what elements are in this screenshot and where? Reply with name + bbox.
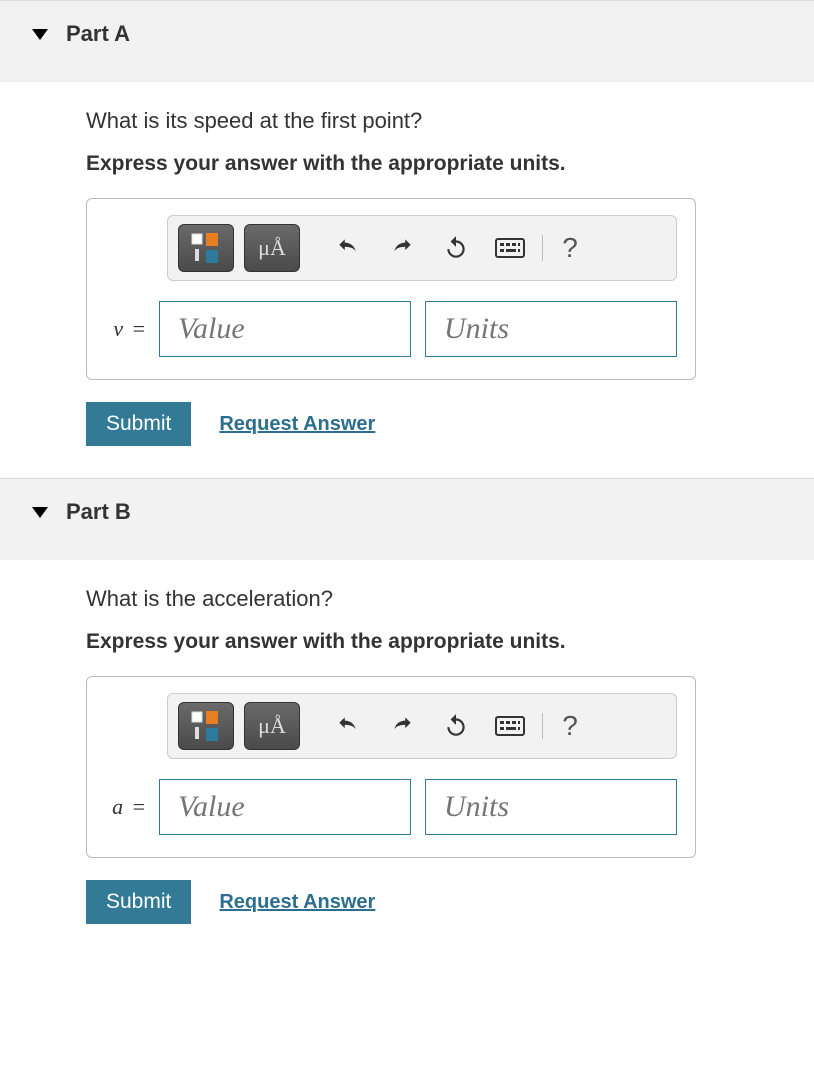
undo-button[interactable]	[326, 228, 370, 268]
templates-icon	[189, 709, 223, 743]
redo-button[interactable]	[380, 706, 424, 746]
part-a-header[interactable]: Part A	[0, 0, 814, 82]
undo-icon	[335, 713, 361, 739]
units-button[interactable]: μÅ	[244, 702, 300, 750]
reset-icon	[443, 713, 469, 739]
part-b-title: Part B	[66, 499, 131, 525]
request-answer-link[interactable]: Request Answer	[219, 413, 375, 436]
templates-button[interactable]	[178, 702, 234, 750]
part-a-input-row: v =	[105, 301, 677, 357]
part-a-question: What is its speed at the first point?	[86, 108, 800, 134]
value-input[interactable]	[159, 779, 411, 835]
part-a-body: What is its speed at the first point? Ex…	[0, 82, 814, 478]
request-answer-link[interactable]: Request Answer	[219, 891, 375, 914]
redo-button[interactable]	[380, 228, 424, 268]
submit-button[interactable]: Submit	[86, 880, 191, 924]
value-input[interactable]	[159, 301, 411, 357]
keyboard-icon	[495, 716, 525, 736]
units-button[interactable]: μÅ	[244, 224, 300, 272]
part-a-instruction: Express your answer with the appropriate…	[86, 152, 800, 176]
part-a-title: Part A	[66, 21, 130, 47]
collapse-caret-icon	[32, 507, 48, 518]
equation-toolbar: μÅ ?	[167, 693, 677, 759]
undo-icon	[335, 235, 361, 261]
reset-icon	[443, 235, 469, 261]
units-input[interactable]	[425, 301, 677, 357]
toolbar-divider	[542, 713, 543, 739]
help-button[interactable]: ?	[553, 232, 587, 264]
undo-button[interactable]	[326, 706, 370, 746]
part-b-answer-box: μÅ ? a =	[86, 676, 696, 858]
variable-label: a =	[105, 794, 145, 820]
collapse-caret-icon	[32, 29, 48, 40]
part-b-header[interactable]: Part B	[0, 478, 814, 560]
part-b-actions: Submit Request Answer	[86, 880, 800, 924]
redo-icon	[389, 713, 415, 739]
part-b-body: What is the acceleration? Express your a…	[0, 560, 814, 956]
reset-button[interactable]	[434, 228, 478, 268]
redo-icon	[389, 235, 415, 261]
units-input[interactable]	[425, 779, 677, 835]
templates-icon	[189, 231, 223, 265]
part-a-actions: Submit Request Answer	[86, 402, 800, 446]
keyboard-button[interactable]	[488, 706, 532, 746]
keyboard-button[interactable]	[488, 228, 532, 268]
templates-button[interactable]	[178, 224, 234, 272]
keyboard-icon	[495, 238, 525, 258]
reset-button[interactable]	[434, 706, 478, 746]
equation-toolbar: μÅ ?	[167, 215, 677, 281]
part-b-question: What is the acceleration?	[86, 586, 800, 612]
toolbar-divider	[542, 235, 543, 261]
submit-button[interactable]: Submit	[86, 402, 191, 446]
variable-label: v =	[105, 316, 145, 342]
help-button[interactable]: ?	[553, 710, 587, 742]
part-b-input-row: a =	[105, 779, 677, 835]
part-b-instruction: Express your answer with the appropriate…	[86, 630, 800, 654]
part-a-answer-box: μÅ ? v =	[86, 198, 696, 380]
